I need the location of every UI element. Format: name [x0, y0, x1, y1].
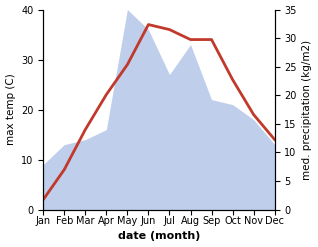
- X-axis label: date (month): date (month): [118, 231, 200, 242]
- Y-axis label: max temp (C): max temp (C): [5, 74, 16, 145]
- Y-axis label: med. precipitation (kg/m2): med. precipitation (kg/m2): [302, 40, 313, 180]
